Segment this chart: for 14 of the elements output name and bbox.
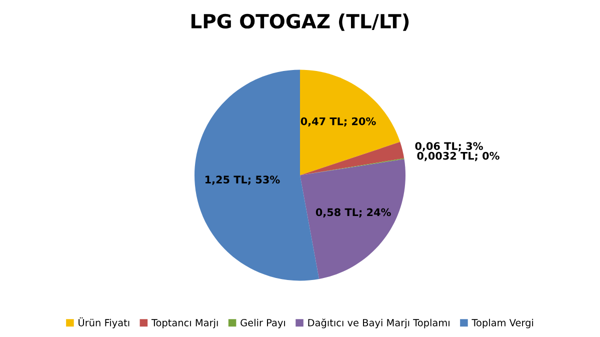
- data-label: 0,0032 TL; 0%: [417, 152, 500, 162]
- legend-label: Gelir Payı: [240, 318, 285, 328]
- legend-label: Dağıtıcı ve Bayi Marjı Toplamı: [308, 318, 450, 328]
- chart-title: LPG OTOGAZ (TL/LT): [192, 14, 409, 31]
- data-label: 0,58 TL; 24%: [316, 208, 391, 218]
- pie-slice: [300, 70, 400, 176]
- legend-label: Ürün Fiyatı: [78, 317, 130, 328]
- data-label: 1,25 TL; 53%: [205, 176, 280, 185]
- pie-slice: [300, 159, 406, 279]
- data-label: 0,06 TL; 3%: [415, 142, 483, 152]
- data-label: 0,47 TL; 20%: [300, 117, 376, 127]
- legend-label: Toptancı Marjı: [151, 318, 218, 328]
- pie-slice: [300, 142, 404, 176]
- legend-label: Toplam Vergi: [472, 318, 534, 328]
